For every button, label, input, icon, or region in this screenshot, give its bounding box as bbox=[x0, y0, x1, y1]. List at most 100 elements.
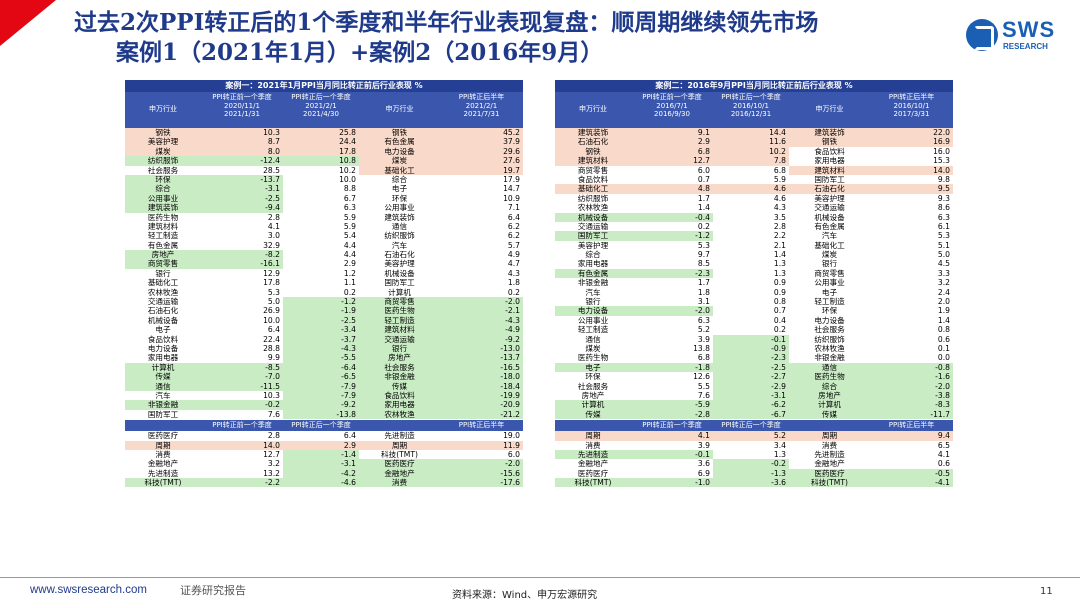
half-year-value: 6.0 bbox=[507, 449, 520, 459]
industry-name-2: 公用事业 bbox=[384, 203, 415, 213]
post-quarter-value: 2.8 bbox=[773, 221, 786, 231]
post-quarter-value: 5.4 bbox=[343, 231, 356, 241]
post-quarter-value: -2.5 bbox=[713, 362, 789, 373]
pre-quarter-value: 5.5 bbox=[697, 381, 710, 391]
sws-emblem-icon bbox=[966, 19, 998, 51]
industry-name: 计算机 bbox=[555, 400, 631, 410]
half-year-value: -13.0 bbox=[440, 343, 523, 354]
pre-quarter-value: 26.9 bbox=[263, 306, 280, 316]
industry-name-2: 美容护理 bbox=[384, 259, 415, 269]
post-quarter-value: 25.8 bbox=[283, 128, 359, 138]
industry-name-2: 有色金属 bbox=[359, 137, 440, 147]
pre-quarter-value: -9.4 bbox=[201, 203, 283, 213]
post-quarter-value: -1.2 bbox=[283, 297, 359, 307]
half-year-value: -2.0 bbox=[440, 297, 523, 307]
half-year-value: 19.7 bbox=[440, 165, 523, 175]
industry-name-2: 医药医疗 bbox=[789, 468, 870, 479]
post-quarter-header-line: 2016/10/1 bbox=[733, 101, 769, 110]
pre-quarter-value: 13.8 bbox=[693, 343, 710, 353]
table-row: 房地产 -8.2 4.4 石油石化 4.9 bbox=[125, 250, 523, 260]
pre-quarter-header: PPI转正前一个季度 2016/7/1 2016/9/30 bbox=[631, 92, 713, 128]
half-year-value: 7.1 bbox=[507, 203, 520, 213]
half-year-value: 0.2 bbox=[507, 287, 520, 297]
pre-quarter-value: 7.6 bbox=[697, 390, 710, 400]
industry-name: 银行 bbox=[585, 297, 601, 307]
post-quarter-value: 14.4 bbox=[713, 128, 789, 138]
industry-name-2: 国防军工 bbox=[814, 174, 845, 184]
post-quarter-value: -9.2 bbox=[283, 400, 359, 410]
table-row: 轻工制造 5.2 0.2 社会服务 0.8 bbox=[555, 325, 953, 334]
half-year-value: 9.8 bbox=[937, 174, 950, 184]
pre-quarter-value: 9.7 bbox=[697, 250, 710, 260]
industry-name: 有色金属 bbox=[147, 240, 179, 250]
footer-url[interactable]: www.swsresearch.com bbox=[30, 584, 147, 596]
industry-name: 有色金属 bbox=[555, 268, 631, 279]
industry-name-2: 计算机 bbox=[388, 287, 411, 297]
half-year-value: 9.3 bbox=[937, 193, 950, 203]
post-quarter-value: 6.3 bbox=[343, 203, 356, 213]
half-year-value: 4.1 bbox=[937, 449, 950, 459]
pre-quarter-value: 8.7 bbox=[201, 137, 283, 147]
half-year-value: 0.0 bbox=[937, 353, 950, 363]
industry-name: 计算机 bbox=[125, 362, 201, 373]
table-row: 商贸零售 -16.1 2.9 美容护理 4.7 bbox=[125, 259, 523, 269]
table-row: 农林牧渔 5.3 0.2 计算机 0.2 bbox=[125, 288, 523, 297]
industry-name-2: 非银金融 bbox=[359, 372, 440, 382]
industry-name-2: 电子 bbox=[821, 287, 838, 297]
industry-name-2: 医药医疗 bbox=[359, 459, 440, 469]
table-row: 金融地产 3.6 -0.2 金融地产 0.6 bbox=[555, 459, 953, 469]
industry-name: 医药生物 bbox=[577, 353, 609, 363]
post-quarter-value: 4.4 bbox=[343, 250, 356, 260]
post-quarter-value: -2.7 bbox=[713, 372, 789, 382]
post-quarter-value: -4.2 bbox=[283, 468, 359, 479]
footer-divider bbox=[0, 577, 1080, 578]
half-year-value: 6.5 bbox=[937, 440, 950, 450]
half-year-header-line: 2016/10/1 bbox=[893, 101, 930, 110]
pre-quarter-value: -3.1 bbox=[201, 184, 283, 194]
post-quarter-value: 4.3 bbox=[773, 203, 786, 213]
industry-name: 国防军工 bbox=[147, 409, 179, 419]
post-quarter-value: 6.8 bbox=[773, 165, 786, 175]
footer-source: 资料来源：Wind、申万宏源研究 bbox=[452, 590, 598, 601]
half-year-value: 4.9 bbox=[507, 250, 520, 260]
half-year-value: -2.1 bbox=[440, 306, 523, 316]
pre-quarter-header-line: PPI转正前一个季度 bbox=[642, 93, 702, 101]
industry-name: 交通运输 bbox=[147, 297, 179, 307]
pre-quarter-value: 9.1 bbox=[631, 128, 713, 138]
pre-quarter-value: 4.1 bbox=[267, 221, 280, 231]
industry-name-2: 汽车 bbox=[821, 231, 838, 241]
pre-quarter-value: 5.3 bbox=[267, 287, 280, 297]
industry-name-2: 商贸零售 bbox=[359, 297, 440, 307]
post-quarter-value: -1.9 bbox=[283, 306, 359, 316]
half-year-value: 27.6 bbox=[440, 156, 523, 166]
industry-name-2: 消费 bbox=[821, 440, 838, 450]
industry-name-2: 社会服务 bbox=[359, 362, 440, 373]
industry-name: 美容护理 bbox=[577, 240, 609, 250]
footer-report-label: 证券研究报告 bbox=[180, 584, 246, 597]
table-row: 公用事业 -2.5 6.7 环保 10.9 bbox=[125, 193, 523, 204]
half-year-value: 5.1 bbox=[937, 240, 950, 250]
pre-quarter-value: 12.7 bbox=[631, 156, 713, 166]
half-year-value: -2.0 bbox=[440, 459, 523, 469]
half-year-value: -17.6 bbox=[440, 478, 523, 488]
half-year-value: 6.1 bbox=[937, 221, 950, 231]
table-row: 先进制造 -0.1 1.3 先进制造 4.1 bbox=[555, 449, 953, 460]
post-quarter-value: 5.2 bbox=[713, 431, 789, 441]
pre-quarter-value: -12.4 bbox=[201, 156, 283, 166]
half-year-header: PPI转正后半年 2016/10/1 2017/3/31 bbox=[870, 92, 953, 128]
industry-name-2: 基础化工 bbox=[814, 240, 845, 250]
table-row: 环保 -13.7 10.0 综合 17.9 bbox=[125, 174, 523, 185]
pre-quarter-value: 28.5 bbox=[263, 165, 280, 175]
post-quarter-value: -1.4 bbox=[283, 449, 359, 460]
half-year-value: -4.1 bbox=[870, 478, 953, 488]
pre-quarter-value: 3.2 bbox=[267, 459, 280, 469]
pre-quarter-value: 22.4 bbox=[263, 334, 280, 344]
pre-quarter-value: 3.9 bbox=[697, 440, 710, 450]
title-line-1: 过去2次PPI转正后的1个季度和半年行业表现复盘：顺周期继续领先市场 bbox=[74, 9, 819, 36]
post-quarter-value: -3.1 bbox=[713, 390, 789, 401]
industry-name: 科技(TMT) bbox=[555, 478, 631, 488]
table-row: 纺织服饰 -12.4 10.8 煤炭 27.6 bbox=[125, 156, 523, 166]
industry-name-2: 通信 bbox=[391, 221, 408, 231]
industry-name-2: 传媒 bbox=[789, 409, 870, 420]
industry-name-2: 家用电器 bbox=[359, 400, 440, 410]
